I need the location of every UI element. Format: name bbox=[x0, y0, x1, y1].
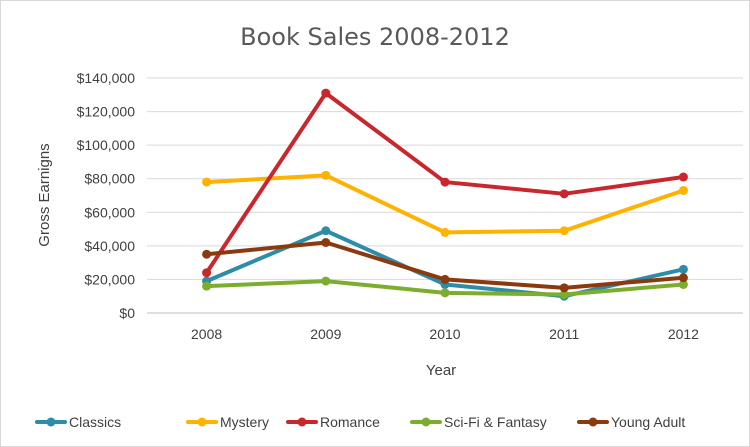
data-point bbox=[440, 288, 450, 298]
legend-entry: Romance bbox=[286, 414, 380, 430]
x-tick-label: 2011 bbox=[549, 326, 579, 342]
data-point bbox=[321, 276, 331, 286]
legend-entry: Mystery bbox=[186, 414, 269, 430]
legend-entry: Young Adult bbox=[577, 414, 685, 430]
y-tick-label: $20,000 bbox=[84, 271, 135, 287]
data-point bbox=[202, 177, 212, 187]
data-point bbox=[440, 177, 450, 187]
legend: Classics Mystery Romance Sci-Fi & Fantasy Yo… bbox=[35, 414, 685, 430]
legend-label: Classics bbox=[69, 414, 121, 430]
series-group bbox=[202, 276, 688, 300]
data-point bbox=[321, 238, 331, 247]
data-point bbox=[440, 274, 450, 284]
legend-label: Young Adult bbox=[611, 414, 685, 430]
data-point bbox=[321, 226, 331, 236]
legend-marker bbox=[297, 417, 307, 427]
legend-marker bbox=[588, 417, 598, 427]
data-point bbox=[559, 226, 569, 236]
data-point bbox=[202, 249, 212, 259]
y-axis-tick-labels: $0 $20,000 $40,000 $60,000 $80,000 $100,000 $1… bbox=[77, 70, 136, 321]
x-tick-label: 2010 bbox=[429, 326, 460, 342]
y-tick-label: $120,000 bbox=[77, 104, 136, 120]
y-tick-label: $40,000 bbox=[84, 238, 135, 254]
x-tick-label: 2008 bbox=[191, 326, 222, 342]
legend-entry: Classics bbox=[35, 414, 121, 430]
legend-label: Sci-Fi & Fantasy bbox=[444, 414, 547, 430]
data-point bbox=[559, 283, 569, 293]
y-tick-label: $140,000 bbox=[77, 70, 136, 86]
legend-marker bbox=[421, 417, 431, 427]
data-point bbox=[321, 88, 331, 98]
y-tick-label: $80,000 bbox=[84, 171, 135, 187]
data-point bbox=[202, 268, 212, 278]
legend-marker bbox=[46, 417, 56, 427]
series-group bbox=[202, 88, 688, 278]
y-tick-label: $0 bbox=[119, 305, 135, 321]
legend-label: Mystery bbox=[220, 414, 269, 430]
legend-entry: Sci-Fi & Fantasy bbox=[410, 414, 547, 430]
series-group bbox=[202, 238, 688, 293]
x-tick-label: 2012 bbox=[668, 326, 699, 342]
data-point bbox=[678, 273, 688, 283]
legend-marker bbox=[197, 417, 207, 427]
y-tick-label: $60,000 bbox=[84, 204, 135, 220]
data-point bbox=[678, 264, 688, 274]
y-axis-title: Gross Earnigns bbox=[36, 143, 53, 246]
chart-title: Book Sales 2008-2012 bbox=[240, 23, 510, 51]
data-point bbox=[202, 281, 212, 291]
series-group bbox=[202, 170, 688, 237]
data-point bbox=[321, 170, 331, 180]
x-axis-title: Year bbox=[426, 362, 456, 379]
data-point bbox=[678, 279, 688, 289]
data-point bbox=[559, 189, 569, 199]
data-point bbox=[678, 185, 688, 195]
series-lines bbox=[202, 88, 688, 301]
data-point bbox=[678, 172, 688, 182]
legend-label: Romance bbox=[320, 414, 380, 430]
x-axis-tick-labels: 2008 2009 2010 2011 2012 bbox=[191, 326, 699, 342]
y-tick-label: $100,000 bbox=[77, 137, 136, 153]
x-tick-label: 2009 bbox=[310, 326, 341, 342]
data-point bbox=[559, 290, 569, 300]
data-point bbox=[440, 227, 450, 237]
